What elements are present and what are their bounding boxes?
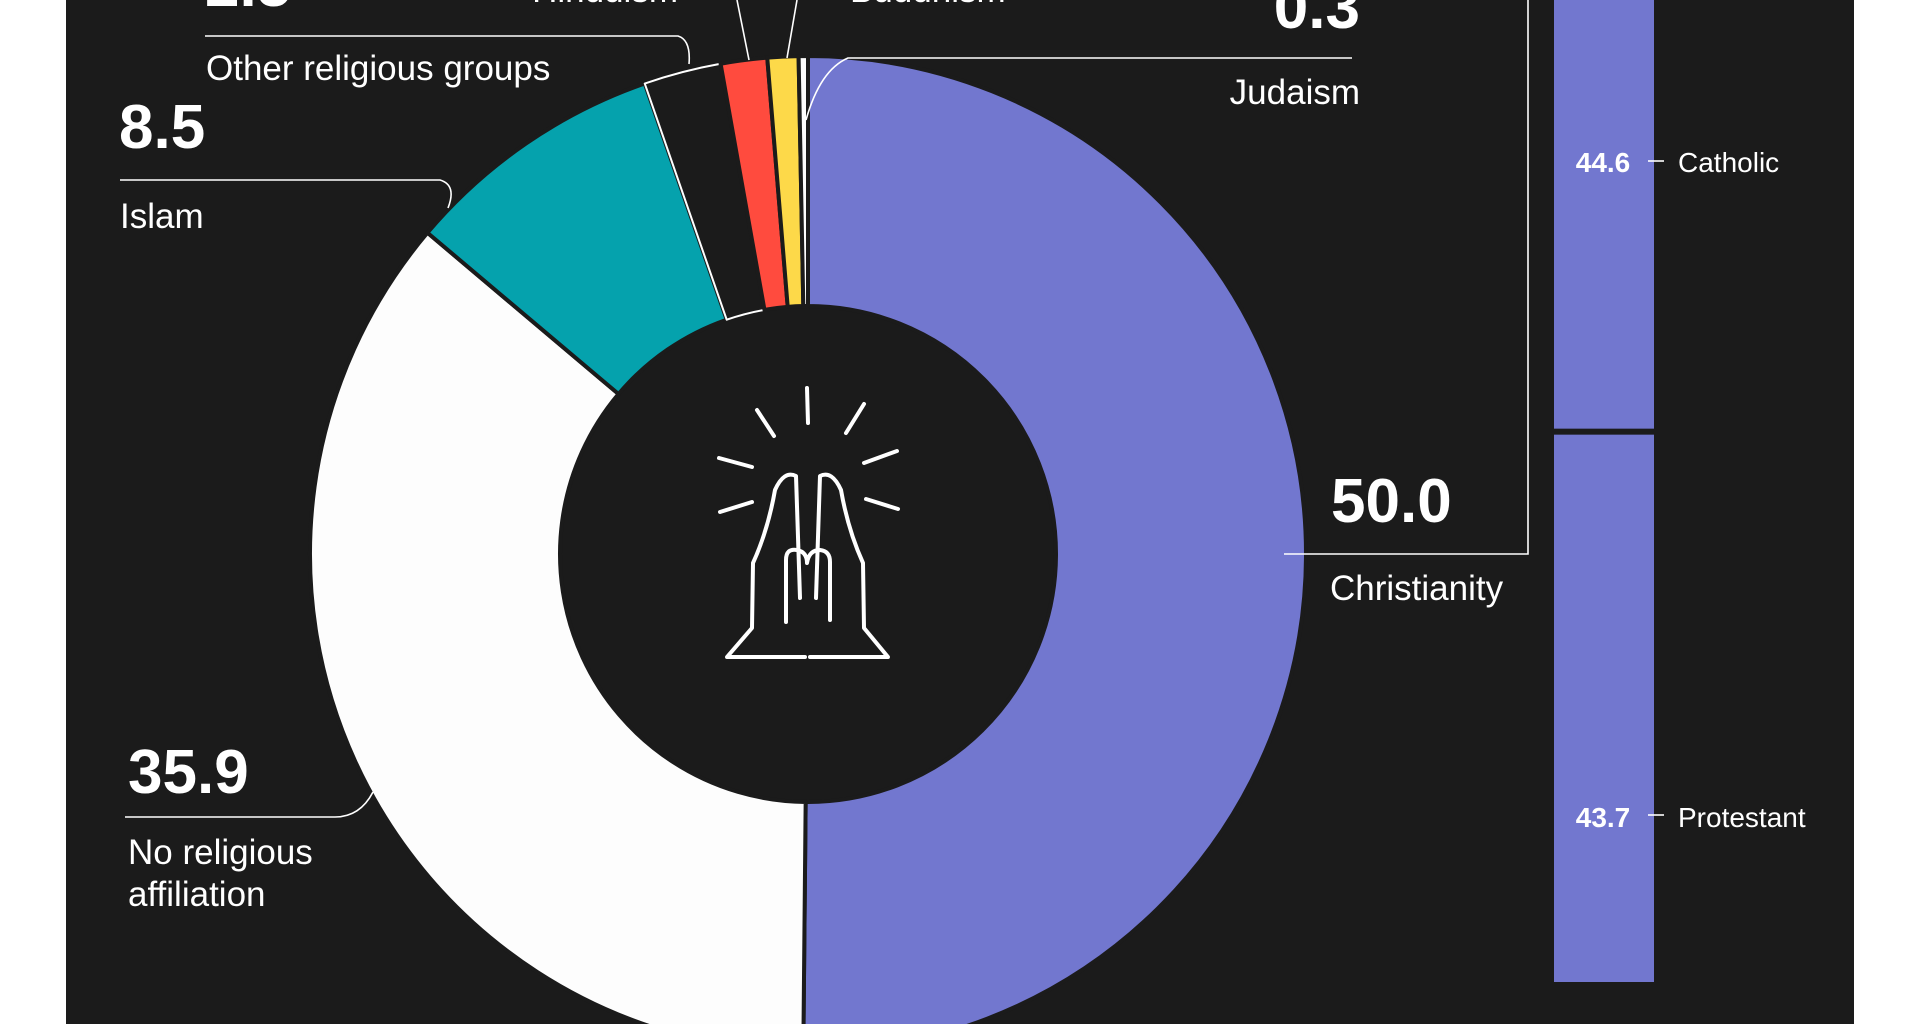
- donut-slice-christianity: [801, 54, 1308, 1029]
- leader-line-hinduism: [736, 0, 750, 61]
- leader-line-buddhism: [786, 0, 798, 59]
- value-label-judaism: 0.3: [1274, 0, 1360, 42]
- praying-hands-icon: [717, 386, 900, 659]
- category-label-protestant: Protestant: [1678, 802, 1806, 833]
- value-label-catholic: 44.6: [1576, 147, 1631, 178]
- value-label-protestant: 43.7: [1576, 802, 1631, 833]
- category-label-christianity: Christianity: [1330, 569, 1504, 608]
- leader-line-judaism: [805, 57, 1352, 121]
- leader-line-christianity: [1284, 0, 1529, 555]
- category-label-buddhism: Buddhism: [850, 0, 1006, 10]
- leader-line-no-religion: [125, 791, 374, 818]
- value-label-other: 2.5: [205, 0, 291, 20]
- leader-line-other: [205, 35, 691, 65]
- donut-slices: [308, 54, 1308, 1029]
- christianity-breakdown-bars: [1554, 0, 1654, 982]
- category-label-judaism: Judaism: [1230, 73, 1360, 112]
- value-label-christianity: 50.0: [1331, 467, 1452, 536]
- bar-protestant: [1554, 434, 1654, 982]
- donut-hole: [562, 308, 1054, 800]
- category-label-other: Other religious groups: [206, 49, 550, 88]
- category-label-no-religion-line2: affiliation: [128, 875, 266, 914]
- category-label-hinduism: Hinduism: [532, 0, 678, 10]
- category-label-islam: Islam: [120, 197, 204, 236]
- bar-catholic: [1554, 0, 1654, 429]
- leader-line-islam: [120, 179, 452, 209]
- slice-labels: 50.0 Christianity 35.9 No religious affi…: [119, 0, 1806, 914]
- category-label-catholic: Catholic: [1678, 147, 1779, 178]
- category-label-no-religion-line1: No religious: [128, 833, 313, 872]
- value-label-islam: 8.5: [119, 93, 205, 162]
- donut-slice-no-religious-affiliation: [308, 230, 808, 1029]
- leader-lines: [120, 0, 1664, 818]
- value-label-no-religion: 35.9: [128, 738, 249, 807]
